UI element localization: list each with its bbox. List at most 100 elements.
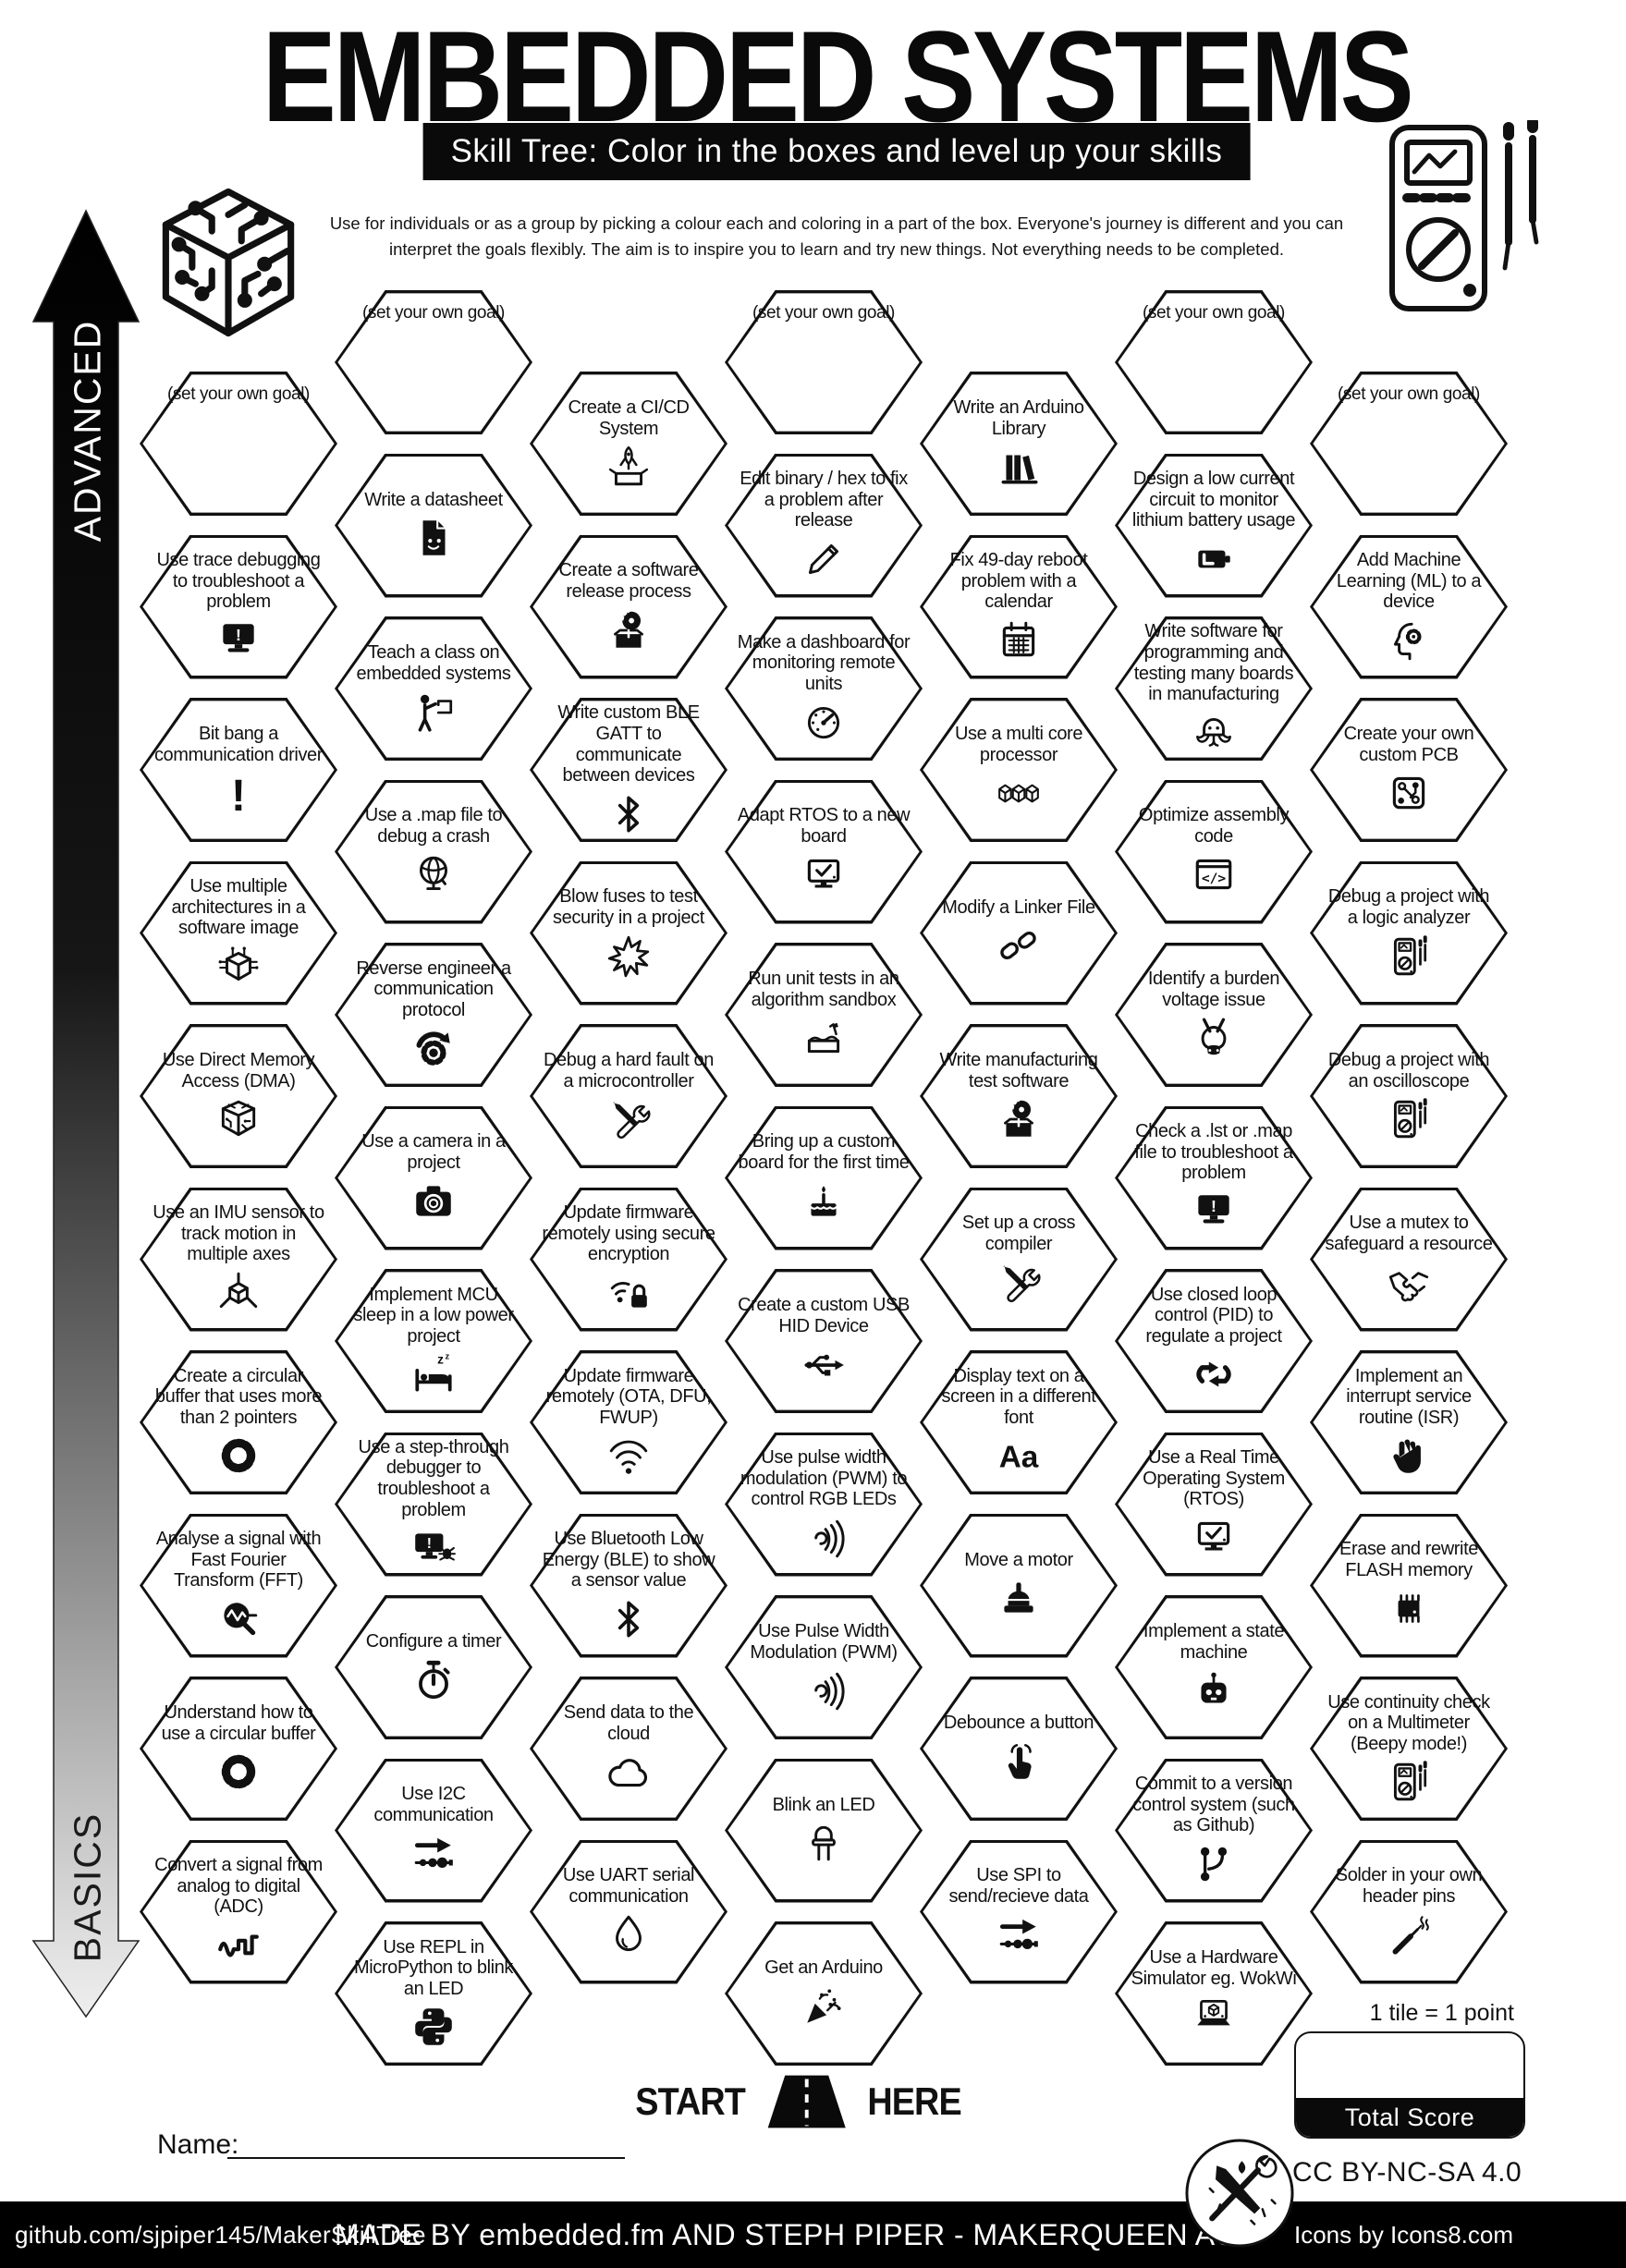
hex-use-a-hardware-simulator-eg[interactable]: Use a Hardware Simulator eg. WokWi [1115,1921,1313,2066]
hex-optimize-assembly-code[interactable]: Optimize assembly code </> [1115,779,1313,924]
hex-use-repl-in-micropython-to[interactable]: Use REPL in MicroPython to blink an LED [335,1921,532,2066]
hex-goal-c1[interactable]: (set your own goal) [140,372,337,516]
hex-commit-to-a-version-control[interactable]: Commit to a version control system (such… [1115,1758,1313,1903]
hex-create-a-ci-cd-system[interactable]: Create a CI/CD System [530,372,727,516]
hex-use-a-multi-core-processor[interactable]: Use a multi core processor [920,698,1118,842]
hex-make-a-dashboard-for-monitoring[interactable]: Make a dashboard for monitoring remote u… [725,616,923,761]
hex-implement-mcu-sleep-in-a[interactable]: Implement MCU sleep in a low power proje… [335,1269,532,1413]
hex-debug-a-project-with-an[interactable]: Debug a project with an oscilloscope [1310,1024,1508,1168]
hex-fix-49-day-reboot-problem[interactable]: Fix 49-day reboot problem with a calenda… [920,534,1118,679]
name-field[interactable] [227,2157,625,2159]
hex-label: Set up a cross compiler [961,1213,1076,1254]
hex-write-a-datasheet[interactable]: Write a datasheet [335,453,532,598]
hex-use-a-mutex-to-safeguard[interactable]: Use a mutex to safeguard a resource [1310,1187,1508,1332]
hex-teach-a-class-on-embedded[interactable]: Teach a class on embedded systems [335,616,532,761]
box-disc-icon [605,607,652,653]
hex-reverse-engineer-a-communication-protocol[interactable]: Reverse engineer a communication protoco… [335,943,532,1087]
hex-use-trace-debugging-to-troubleshoot[interactable]: Use trace debugging to troubleshoot a pr… [140,534,337,679]
hex-set-up-a-cross-compiler[interactable]: Set up a cross compiler [920,1187,1118,1332]
hex-adapt-rtos-to-a-new[interactable]: Adapt RTOS to a new board [725,779,923,924]
svg-text:!: ! [427,1536,432,1552]
hex-use-a-map-file-to[interactable]: Use a .map file to debug a crash [335,779,532,924]
hex-send-data-to-the-cloud[interactable]: Send data to the cloud [530,1677,727,1821]
hex-label: Use Direct Memory Access (DMA) [162,1049,315,1091]
hex-update-firmware-remotely-ota-dfu[interactable]: Update firmware remotely (OTA, DFU, FWUP… [530,1350,727,1494]
hex-debug-a-project-with-a[interactable]: Debug a project with a logic analyzer [1310,860,1508,1006]
hex-label: (set your own goal) [167,384,310,404]
hex-convert-a-signal-from-analog[interactable]: Convert a signal from analog to digital … [140,1839,337,1984]
hex-label: Use a step-through debugger to troublesh… [358,1436,509,1520]
hex-check-a-lst-or-map[interactable]: Check a .lst or .map file to troubleshoo… [1115,1105,1313,1250]
hex-display-text-on-a-screen[interactable]: Display text on a screen in a different … [920,1350,1118,1494]
hex-use-a-real-time-operating[interactable]: Use a Real Time Operating System (RTOS) [1115,1432,1313,1577]
hex-use-a-step-through-debugger[interactable]: Use a step-through debugger to troublesh… [335,1432,532,1577]
hex-edit-binary-hex-to-fix[interactable]: Edit binary / hex to fix a problem after… [725,453,923,598]
hex-label: Check a .lst or .map file to troubleshoo… [1134,1121,1293,1184]
monitor-bug-icon: ! [410,1525,457,1571]
hex-label: Teach a class on embedded systems [356,641,511,684]
hex-move-a-motor[interactable]: Move a motor [920,1513,1118,1658]
ring-icon [215,1433,262,1479]
hex-write-manufacturing-test-software[interactable]: Write manufacturing test software [920,1024,1118,1168]
hex-goal-c4[interactable]: (set your own goal) [725,290,923,434]
hex-use-pulse-width-modulation-pwm[interactable]: Use Pulse Width Modulation (PWM) [725,1595,923,1739]
arch-cube-icon [215,944,262,990]
hex-write-custom-ble-gatt-to[interactable]: Write custom BLE GATT to communicate bet… [530,698,727,842]
hex-solder-in-your-own-header[interactable]: Solder in your own header pins [1310,1839,1508,1984]
hex-use-i2c-communication[interactable]: Use I2C communication [335,1758,532,1903]
hex-understand-how-to-use-a[interactable]: Understand how to use a circular buffer [140,1677,337,1821]
hex-goal-c6[interactable]: (set your own goal) [1115,290,1313,434]
hex-use-spi-to-send-recieve[interactable]: Use SPI to send/recieve data [920,1839,1118,1984]
calendar-icon [996,617,1042,664]
hex-design-a-low-current-circuit[interactable]: Design a low current circuit to monitor … [1115,453,1313,598]
hex-debug-a-hard-fault-on[interactable]: Debug a hard fault on a microcontroller [530,1024,727,1168]
hex-label: Use UART serial communication [562,1865,695,1907]
hex-use-uart-serial-communication[interactable]: Use UART serial communication [530,1839,727,1984]
hex-add-machine-learning-ml-to[interactable]: Add Machine Learning (ML) to a device [1310,534,1508,679]
hex-update-firmware-remotely-using-secure[interactable]: Update firmware remotely using secure en… [530,1187,727,1332]
hex-use-continuity-check-on-a[interactable]: Use continuity check on a Multimeter (Be… [1310,1677,1508,1821]
hex-label: Adapt RTOS to a new board [737,805,911,847]
hex-configure-a-timer[interactable]: Configure a timer [335,1595,532,1739]
hex-modify-a-linker-file[interactable]: Modify a Linker File [920,860,1118,1006]
hex-use-an-imu-sensor-to[interactable]: Use an IMU sensor to track motion in mul… [140,1187,337,1332]
hex-write-an-arduino-library[interactable]: Write an Arduino Library [920,372,1118,516]
maker-tools-logo-icon [1185,2139,1294,2248]
hex-bring-up-a-custom-board[interactable]: Bring up a custom board for the first ti… [725,1105,923,1250]
hex-bit-bang-a-communication-driver[interactable]: Bit bang a communication driver! [140,698,337,842]
hex-run-unit-tests-in-an[interactable]: Run unit tests in an algorithm sandbox [725,943,923,1087]
led-icon [801,1820,847,1866]
hex-label: Write manufacturing test software [939,1049,1098,1091]
hex-label: Create a software release process [558,560,699,602]
hex-use-bluetooth-low-energy-ble[interactable]: Use Bluetooth Low Energy (BLE) to show a… [530,1513,727,1658]
hex-label: Design a low current circuit to monitor … [1131,469,1296,531]
hex-identify-a-burden-voltage-issue[interactable]: Identify a burden voltage issue [1115,943,1313,1087]
hex-use-pulse-width-modulation-pwm[interactable]: Use pulse width modulation (PWM) to cont… [725,1432,923,1577]
hex-use-a-camera-in-a[interactable]: Use a camera in a project [335,1105,532,1250]
hex-create-a-custom-usb-hid[interactable]: Create a custom USB HID Device [725,1269,923,1413]
hex-goal-c2[interactable]: (set your own goal) [335,290,532,434]
hex-write-software-for-programming-and[interactable]: Write software for programming and testi… [1115,616,1313,761]
hex-erase-and-rewrite-flash-memory[interactable]: Erase and rewrite FLASH memory [1310,1513,1508,1658]
hex-create-your-own-custom-pcb[interactable]: Create your own custom PCB [1310,698,1508,842]
hex-label: Blink an LED [772,1794,875,1815]
score-entry-area[interactable] [1296,2033,1523,2098]
hex-label: (set your own goal) [1143,303,1285,323]
hex-use-multiple-architectures-in-a[interactable]: Use multiple architectures in a software… [140,860,337,1006]
hex-create-a-software-release-process[interactable]: Create a software release process [530,534,727,679]
hex-label: Use multiple architectures in a software… [171,876,306,939]
hex-label: Configure a timer [365,1631,502,1652]
hex-get-an-arduino[interactable]: Get an Arduino [725,1921,923,2066]
hex-use-direct-memory-access-dma[interactable]: Use Direct Memory Access (DMA) [140,1024,337,1168]
total-score-label: Total Score [1296,2098,1523,2137]
tile-point-note: 1 tile = 1 point [1369,2000,1514,2026]
hex-implement-a-state-machine[interactable]: Implement a state machine [1115,1595,1313,1739]
hex-create-a-circular-buffer-that[interactable]: Create a circular buffer that uses more … [140,1350,337,1494]
hex-goal-c7[interactable]: (set your own goal) [1310,372,1508,516]
hex-debounce-a-button[interactable]: Debounce a button [920,1677,1118,1821]
hex-implement-an-interrupt-service-routine[interactable]: Implement an interrupt service routine (… [1310,1350,1508,1494]
hex-blow-fuses-to-test-security[interactable]: Blow fuses to test security in a project [530,860,727,1006]
hex-analyse-a-signal-with-fast[interactable]: Analyse a signal with Fast Fourier Trans… [140,1513,337,1658]
hex-use-closed-loop-control-pid[interactable]: Use closed loop control (PID) to regulat… [1115,1269,1313,1413]
hex-blink-an-led[interactable]: Blink an LED [725,1758,923,1903]
